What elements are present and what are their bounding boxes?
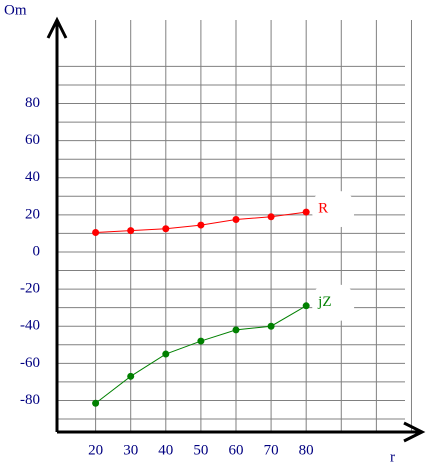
x-tick-label: 80	[299, 442, 314, 458]
data-point	[92, 399, 100, 407]
y-tick-label: -80	[20, 392, 40, 408]
x-tick-label: 20	[88, 442, 103, 458]
series-label-bg	[312, 284, 355, 321]
y-tick-label: -60	[20, 355, 40, 371]
data-point	[267, 322, 275, 330]
y-tick-label: 20	[25, 206, 40, 222]
data-point	[92, 228, 100, 236]
x-axis-label: r	[390, 449, 395, 465]
data-point	[197, 337, 205, 345]
x-tick-label: 40	[158, 442, 173, 458]
y-tick-label: 80	[25, 95, 40, 111]
y-tick-label: -40	[20, 318, 40, 334]
series-label-bg	[312, 191, 355, 228]
x-axis-arrow	[403, 421, 426, 443]
y-tick-label: -20	[20, 281, 40, 297]
data-point	[232, 216, 240, 224]
data-point	[197, 221, 205, 229]
data-point	[302, 302, 310, 310]
data-point	[127, 372, 135, 380]
x-tick-label: 70	[264, 442, 279, 458]
data-point	[127, 227, 135, 235]
x-tick-label: 50	[193, 442, 208, 458]
series-label: jZ	[317, 294, 331, 310]
series-label: R	[318, 201, 328, 217]
y-tick-label: 0	[33, 243, 41, 259]
data-point	[162, 225, 170, 233]
data-point	[162, 350, 170, 358]
y-axis-arrow	[46, 16, 68, 39]
data-point	[267, 213, 275, 221]
x-tick-label: 30	[123, 442, 138, 458]
x-tick-label: 60	[228, 442, 243, 458]
y-tick-label: 60	[25, 132, 40, 148]
data-point	[232, 326, 240, 334]
data-point	[302, 208, 310, 216]
y-axis-label: Om	[4, 2, 27, 18]
grid	[57, 20, 412, 432]
y-tick-label: 40	[25, 169, 40, 185]
